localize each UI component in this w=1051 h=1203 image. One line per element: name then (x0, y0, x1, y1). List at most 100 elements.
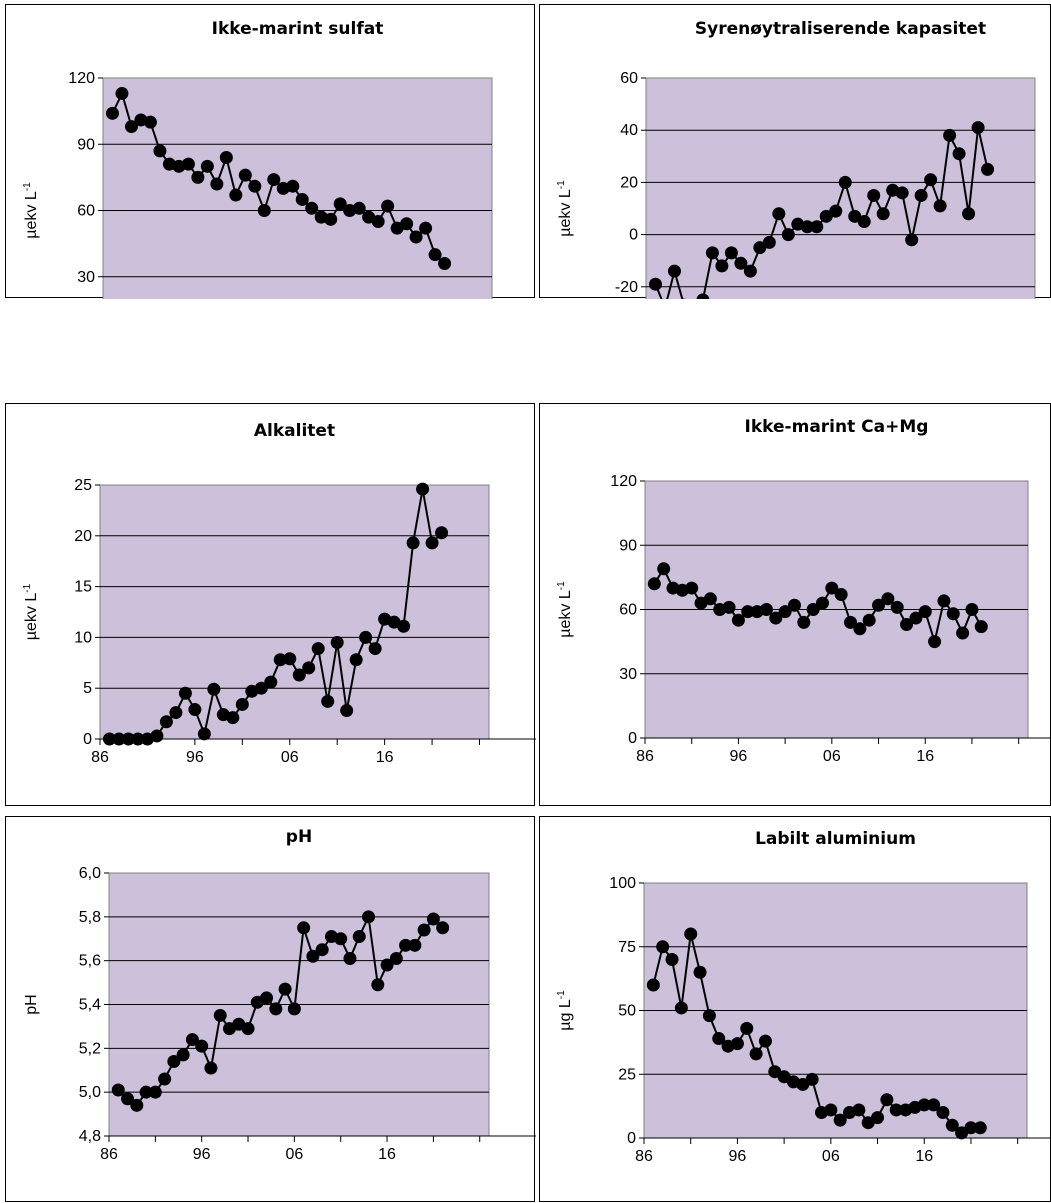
data-point (264, 676, 277, 689)
data-point (334, 932, 347, 945)
y-tick-label: 25 (618, 1066, 636, 1083)
data-point (835, 588, 848, 601)
data-point (880, 1093, 893, 1106)
data-point (160, 715, 173, 728)
data-point (953, 147, 966, 160)
x-tick-label: 06 (822, 1148, 840, 1165)
y-tick-label: 4,8 (79, 1128, 101, 1145)
data-point (179, 687, 192, 700)
data-point (312, 642, 325, 655)
data-point (288, 1002, 301, 1015)
data-point (153, 144, 166, 157)
data-point (744, 265, 757, 278)
y-axis-label: µekv L-1 (556, 581, 574, 638)
data-point (418, 923, 431, 936)
chart-title: Ikke-marint Ca+Mg (745, 417, 929, 437)
y-tick-label: 5,6 (79, 953, 101, 970)
data-point (158, 1073, 171, 1086)
data-point (924, 173, 937, 186)
y-tick-label: 0 (629, 227, 638, 244)
data-point (316, 943, 329, 956)
y-axis-label: µg L-1 (556, 990, 574, 1031)
x-tick-label: 16 (376, 749, 394, 766)
data-point (198, 727, 211, 740)
data-point (675, 1001, 688, 1014)
y-tick-label: 15 (74, 579, 92, 596)
data-point (981, 163, 994, 176)
y-tick-label: 25 (74, 477, 92, 494)
data-point (419, 222, 432, 235)
y-tick-label: 60 (77, 203, 95, 220)
data-point (410, 231, 423, 244)
x-tick-label: 96 (193, 1146, 211, 1163)
data-point (204, 1062, 217, 1075)
data-point (258, 204, 271, 217)
data-point (297, 921, 310, 934)
y-tick-label: 6,0 (79, 865, 101, 882)
data-point (436, 921, 449, 934)
data-point (115, 87, 128, 100)
y-tick-label: 120 (68, 70, 95, 87)
plot-area (646, 78, 1035, 299)
data-point (438, 257, 451, 270)
data-point (685, 582, 698, 595)
data-point (947, 607, 960, 620)
data-point (649, 278, 662, 291)
data-point (397, 620, 410, 633)
y-tick-label: 20 (620, 174, 638, 191)
data-point (305, 202, 318, 215)
x-tick-label: 86 (636, 748, 654, 765)
data-point (169, 706, 182, 719)
data-point (706, 246, 719, 259)
data-point (191, 171, 204, 184)
data-point (750, 1047, 763, 1060)
data-point (269, 1002, 282, 1015)
data-point (353, 202, 366, 215)
data-point (408, 939, 421, 952)
y-tick-label: 5 (83, 680, 92, 697)
data-point (407, 536, 420, 549)
y-tick-label: 120 (610, 473, 637, 490)
data-point (207, 683, 220, 696)
data-point (324, 213, 337, 226)
x-tick-label: 86 (100, 1146, 118, 1163)
data-point (188, 703, 201, 716)
plot-area (100, 485, 489, 739)
y-tick-label: 60 (620, 70, 638, 87)
data-point (359, 631, 372, 644)
data-point (896, 186, 909, 199)
data-point (877, 207, 890, 220)
chart-title: Alkalitet (254, 421, 335, 441)
data-point (372, 215, 385, 228)
y-tick-label: 5,0 (79, 1084, 101, 1101)
y-tick-label: 5,2 (79, 1040, 101, 1057)
data-point (340, 704, 353, 717)
data-point (195, 1040, 208, 1053)
y-tick-label: 10 (74, 629, 92, 646)
data-point (286, 180, 299, 193)
data-point (731, 1037, 744, 1050)
data-point (824, 1103, 837, 1116)
y-axis-label: µekv L-1 (22, 583, 40, 640)
data-point (400, 217, 413, 230)
data-point (296, 193, 309, 206)
data-point (210, 178, 223, 191)
data-point (182, 158, 195, 171)
data-point (220, 151, 233, 164)
data-point (150, 729, 163, 742)
y-tick-label: 100 (609, 875, 636, 892)
x-tick-label: 86 (635, 1148, 653, 1165)
data-point (937, 594, 950, 607)
x-tick-label: 06 (823, 748, 841, 765)
data-point (267, 173, 280, 186)
data-point (242, 1022, 255, 1035)
y-tick-label: -20 (615, 279, 638, 296)
x-tick-label: 96 (729, 1148, 747, 1165)
data-point (806, 1073, 819, 1086)
chart-panel-2: Syrenøytraliserende kapasitet-40-2002040… (539, 4, 1051, 298)
data-point (149, 1086, 162, 1099)
